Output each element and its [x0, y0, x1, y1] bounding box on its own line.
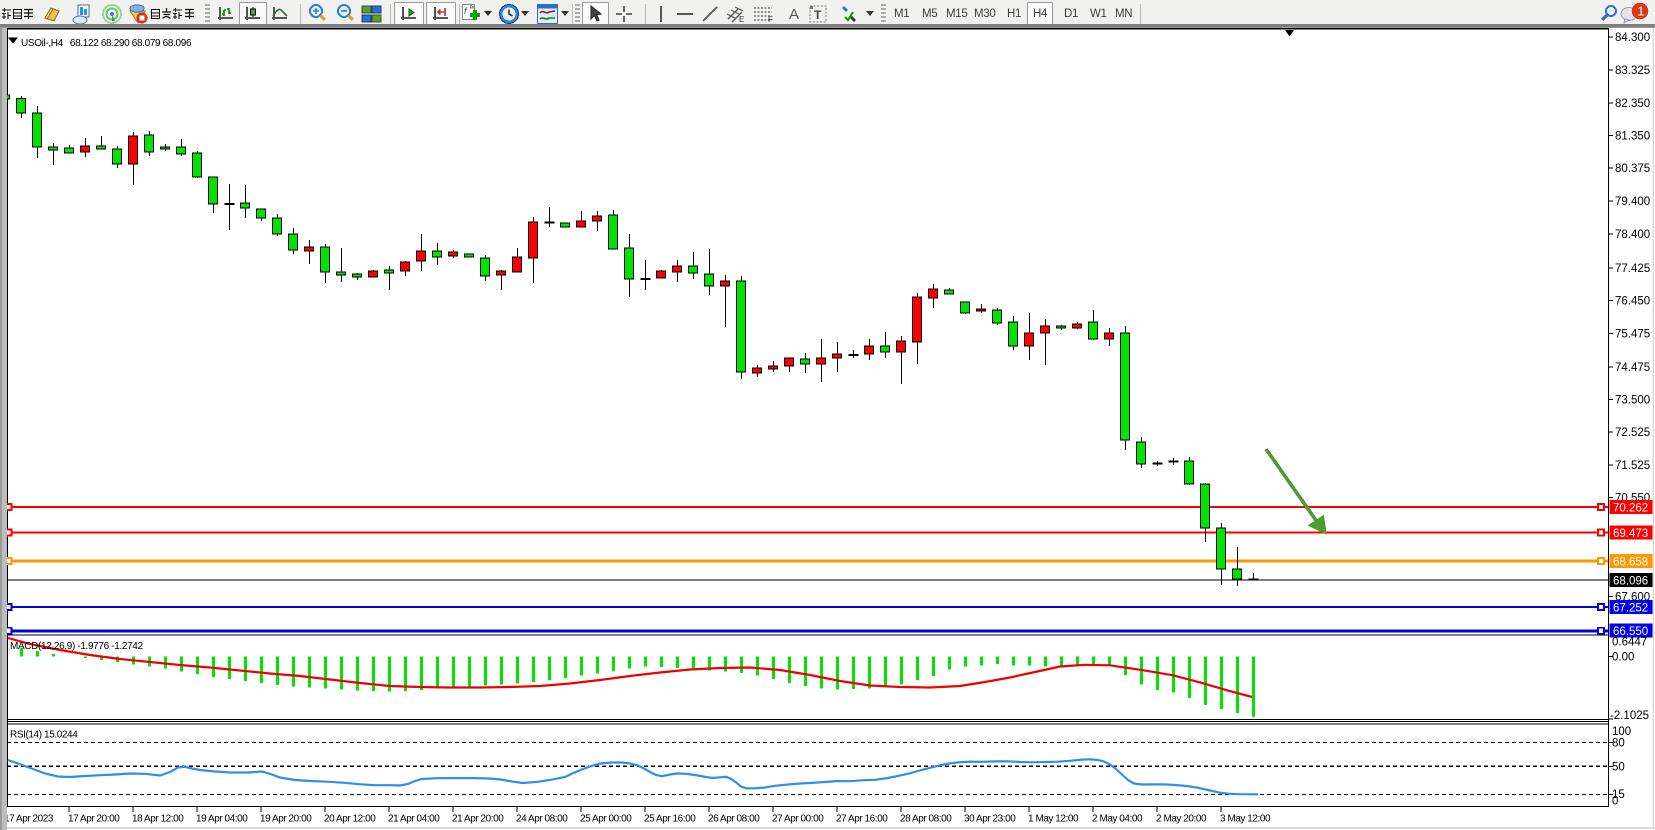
svg-text:0.6447: 0.6447 [1612, 637, 1647, 649]
svg-text:2 May 20:00: 2 May 20:00 [1156, 814, 1207, 825]
svg-text:84.300: 84.300 [1615, 32, 1650, 44]
svg-text:26 Apr 08:00: 26 Apr 08:00 [708, 814, 760, 825]
svg-text:74.475: 74.475 [1615, 362, 1650, 374]
svg-text:1: 1 [1637, 5, 1644, 19]
svg-text:17 Apr 20:00: 17 Apr 20:00 [68, 814, 120, 825]
svg-text:68.096: 68.096 [1613, 575, 1648, 587]
svg-text:24 Apr 08:00: 24 Apr 08:00 [516, 814, 568, 825]
svg-text:30 Apr 23:00: 30 Apr 23:00 [964, 814, 1016, 825]
svg-text:MACD(12,26,9) -1.9776 -1.2742: MACD(12,26,9) -1.9776 -1.2742 [10, 641, 143, 652]
svg-text:28 Apr 08:00: 28 Apr 08:00 [900, 814, 952, 825]
svg-text:100: 100 [1612, 726, 1631, 738]
svg-text:25 Apr 16:00: 25 Apr 16:00 [644, 814, 696, 825]
svg-text:19 Apr 20:00: 19 Apr 20:00 [260, 814, 312, 825]
svg-text:66.550: 66.550 [1613, 626, 1648, 638]
svg-text:USOil-,H4 68.122 68.290 68.07: USOil-,H4 68.122 68.290 68.079 68.096 [21, 38, 192, 49]
svg-text:80: 80 [1612, 738, 1625, 750]
svg-text:18 Apr 12:00: 18 Apr 12:00 [132, 814, 184, 825]
svg-text:75.475: 75.475 [1615, 329, 1650, 341]
svg-text:70.262: 70.262 [1613, 502, 1648, 514]
svg-text:1 May 12:00: 1 May 12:00 [1028, 814, 1079, 825]
svg-text:E: E [739, 15, 744, 23]
svg-text:79.400: 79.400 [1615, 196, 1650, 208]
svg-text:21 Apr 20:00: 21 Apr 20:00 [452, 814, 504, 825]
svg-text:82.350: 82.350 [1615, 98, 1650, 110]
svg-text:67.252: 67.252 [1613, 602, 1648, 614]
svg-text:0: 0 [1612, 796, 1618, 808]
svg-text:80.375: 80.375 [1615, 163, 1650, 175]
svg-text:T: T [814, 8, 822, 22]
svg-text:83.325: 83.325 [1615, 65, 1650, 77]
svg-text:21 Apr 04:00: 21 Apr 04:00 [388, 814, 440, 825]
svg-text:f: f [464, 6, 468, 16]
svg-text:68.658: 68.658 [1613, 556, 1648, 568]
svg-text:81.350: 81.350 [1615, 131, 1650, 143]
svg-text:RSI(14) 15.0244: RSI(14) 15.0244 [10, 730, 78, 741]
svg-text:76.450: 76.450 [1615, 296, 1650, 308]
svg-text:69.473: 69.473 [1613, 528, 1648, 540]
svg-text:0.00: 0.00 [1612, 651, 1634, 663]
svg-text:-2.1025: -2.1025 [1610, 710, 1649, 722]
svg-text:20 Apr 12:00: 20 Apr 12:00 [324, 814, 376, 825]
svg-text:19 Apr 04:00: 19 Apr 04:00 [196, 814, 248, 825]
svg-text:73.500: 73.500 [1615, 395, 1650, 407]
svg-text:78.400: 78.400 [1615, 229, 1650, 241]
svg-text:25 Apr 00:00: 25 Apr 00:00 [580, 814, 632, 825]
svg-text:27 Apr 16:00: 27 Apr 16:00 [836, 814, 888, 825]
svg-text:17 Apr 2023: 17 Apr 2023 [4, 814, 54, 825]
svg-text:2 May 04:00: 2 May 04:00 [1092, 814, 1143, 825]
svg-text:F: F [768, 15, 773, 23]
svg-text:77.425: 77.425 [1615, 263, 1650, 275]
svg-text:15: 15 [1612, 789, 1625, 801]
svg-text:3 May 12:00: 3 May 12:00 [1220, 814, 1271, 825]
svg-text:27 Apr 00:00: 27 Apr 00:00 [772, 814, 824, 825]
svg-text:72.525: 72.525 [1615, 427, 1650, 439]
svg-text:50: 50 [1612, 761, 1625, 773]
svg-text:71.525: 71.525 [1615, 460, 1650, 472]
